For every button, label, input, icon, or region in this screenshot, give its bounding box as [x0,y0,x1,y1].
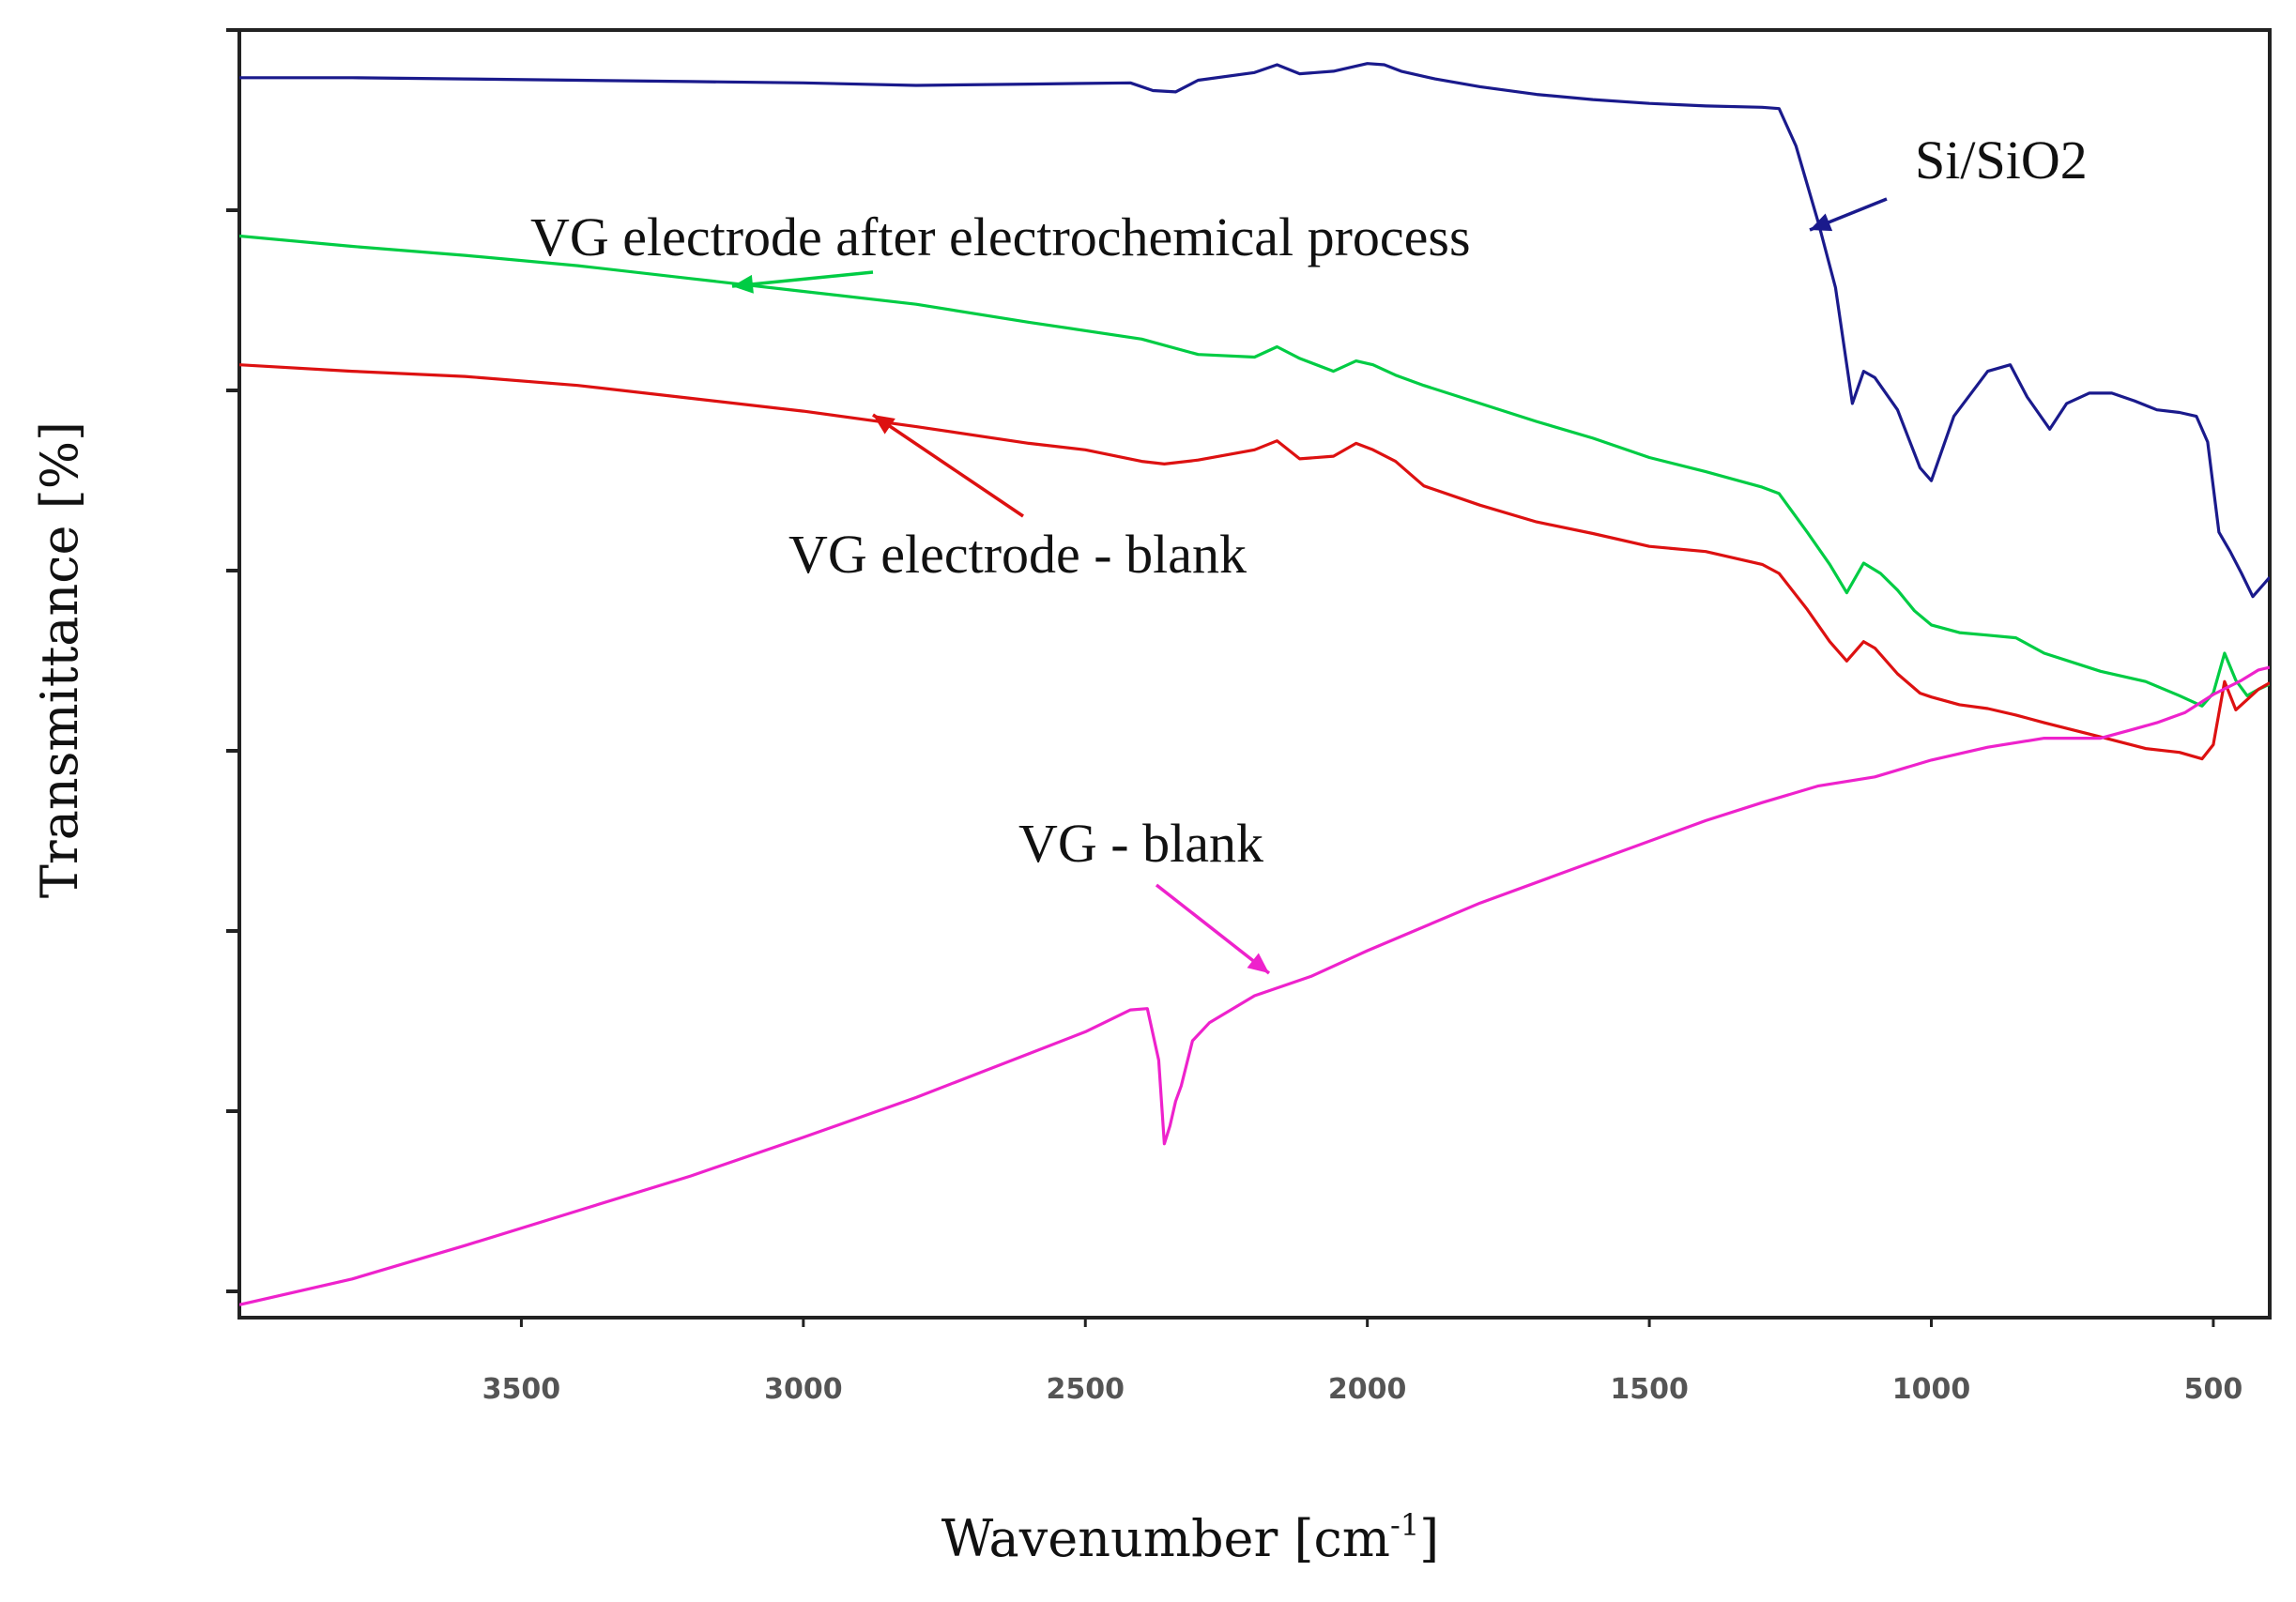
series-line-vg-blank [239,665,2270,1306]
x-tick-label: 3500 [482,1373,561,1406]
x-axis-ticks: 3500 3000 2500 2000 1500 1000 500 [482,1318,2243,1406]
arrow-vg-blank [1155,883,1271,975]
series-line-si-sio2 [239,62,2270,599]
arrow-vg-blank-head [1247,953,1269,973]
x-axis-title-main: Wavenumber [cm [941,1509,1390,1568]
x-tick-label: 2500 [1047,1373,1125,1406]
annotation-vg-blank: VG - blank [1018,813,1263,874]
annotation-si-sio2: Si/SiO2 [1915,130,2088,191]
y-axis-title: Transmittance [%] [30,421,89,898]
annotation-vg-electrode-after-process: VG electrode after electrochemical proce… [530,206,1471,267]
x-tick-label: 3000 [764,1373,843,1406]
series-line-vg-electrode-after-electrochemical-process [239,234,2270,708]
arrow-vg-electrode-after-process [731,270,874,288]
x-axis-title-close: ] [1419,1509,1439,1568]
annotation-arrows [731,197,1888,975]
arrow-si-sio2-head [1810,213,1833,232]
x-tick-label: 1000 [1892,1373,1971,1406]
annotation-vg-electrode-blank: VG electrode - blank [788,524,1247,585]
arrow-vg-electrode-blank [872,413,1024,518]
y-axis-ticks [226,28,239,1293]
x-tick-label: 500 [2184,1373,2243,1406]
x-axis-title-superscript: -1 [1390,1507,1419,1543]
arrow-vg-electrode-blank-head [873,415,895,435]
series-layer [239,62,2270,1306]
x-tick-label: 1500 [1610,1373,1689,1406]
series-line-vg-electrode-blank [239,363,2270,761]
x-tick-label: 2000 [1328,1373,1407,1406]
x-axis-title: Wavenumber [cm-1] [941,1507,1440,1568]
arrow-vg-electrode-after-process-head [732,274,754,294]
plot-area-frame [237,28,2272,1320]
